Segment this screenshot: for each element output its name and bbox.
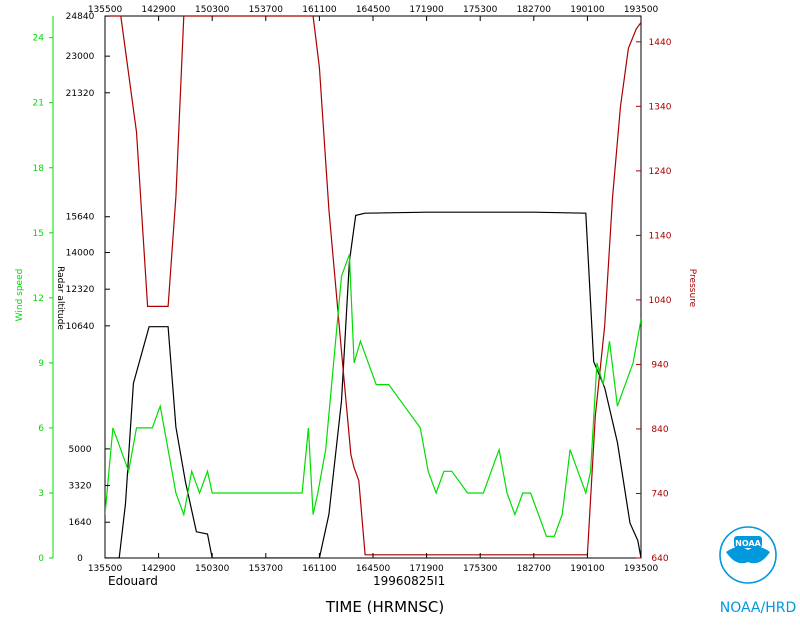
noaa-logo-band [734, 536, 762, 548]
x-tick-bottom-label: 153700 [249, 564, 284, 574]
altitude-tick-label: 1640 [69, 518, 92, 528]
x-tick-top-label: 161100 [302, 5, 337, 15]
wind-tick-label: 15 [33, 229, 44, 239]
x-tick-top-label: 164500 [356, 5, 391, 15]
pressure-tick-label: 640 [651, 554, 668, 564]
x-tick-bottom-label: 193500 [624, 564, 659, 574]
storm-name: Edouard [108, 574, 158, 588]
pressure-tick-label: 1340 [649, 102, 672, 112]
altitude-tick-label: 10640 [66, 322, 95, 332]
noaa-logo-emblem-text: NOAA [735, 539, 761, 548]
altitude-tick-label: 5000 [69, 445, 92, 455]
x-tick-top-label: 182700 [517, 5, 552, 15]
x-tick-bottom-label: 182700 [517, 564, 552, 574]
pressure-tick-label: 1040 [649, 296, 672, 306]
wind-tick-label: 0 [38, 554, 44, 564]
noaa-logo-text: NOAA/HRD [720, 600, 797, 616]
altitude-tick-label: 23000 [66, 52, 95, 62]
x-tick-top-label: 193500 [624, 5, 659, 15]
pressure-tick-label: 940 [651, 360, 668, 370]
y-axis-label-wind: Wind speed [15, 269, 25, 322]
series-line-pressure [105, 16, 641, 556]
y-axis-label-pressure: Pressure [687, 269, 697, 308]
altitude-tick-label: 3320 [69, 482, 92, 492]
pressure-tick-label: 1240 [649, 167, 672, 177]
pressure-tick-label: 740 [651, 489, 668, 499]
altitude-tick-label: 0 [77, 554, 83, 564]
pressure-tick-label: 840 [651, 425, 668, 435]
x-tick-bottom-label: 175300 [463, 564, 498, 574]
wind-tick-label: 18 [33, 164, 45, 174]
altitude-tick-label: 24840 [66, 12, 95, 22]
x-axis-title: TIME (HRMNSC) [325, 598, 444, 616]
x-tick-top-label: 150300 [195, 5, 230, 15]
flight-id: 19960825I1 [373, 574, 445, 588]
wind-tick-label: 9 [38, 359, 44, 369]
noaa-logo: NOAA NOAA/HRD [719, 526, 797, 616]
noaa-bird-icon [726, 546, 770, 564]
x-tick-bottom-label: 171900 [409, 564, 444, 574]
series-line-wind-speed [105, 254, 641, 537]
wind-tick-label: 24 [33, 34, 45, 44]
x-tick-top-label: 175300 [463, 5, 498, 15]
x-tick-top-label: 171900 [409, 5, 444, 15]
x-tick-bottom-label: 190100 [570, 564, 605, 574]
wind-tick-label: 12 [33, 294, 44, 304]
x-tick-bottom-label: 161100 [302, 564, 337, 574]
plot-frame [104, 15, 642, 559]
altitude-tick-label: 15640 [66, 213, 95, 223]
x-tick-bottom-label: 150300 [195, 564, 230, 574]
altitude-tick-label: 12320 [66, 285, 95, 295]
x-tick-top-label: 142900 [141, 5, 176, 15]
wind-tick-label: 3 [38, 489, 44, 499]
x-tick-top-label: 190100 [570, 5, 605, 15]
wind-tick-label: 21 [33, 99, 44, 109]
pressure-tick-label: 1140 [649, 231, 672, 241]
altitude-tick-label: 21320 [66, 89, 95, 99]
x-tick-bottom-label: 142900 [141, 564, 176, 574]
y-axis-label-altitude: Radar altitude [55, 266, 65, 330]
x-tick-bottom-label: 135500 [88, 564, 123, 574]
wind-tick-label: 6 [38, 424, 44, 434]
altitude-tick-label: 14000 [66, 249, 95, 259]
x-tick-top-label: 153700 [249, 5, 284, 15]
pressure-tick-label: 1440 [649, 38, 672, 48]
x-tick-bottom-label: 164500 [356, 564, 391, 574]
x-tick-top-label: 135500 [88, 5, 123, 15]
